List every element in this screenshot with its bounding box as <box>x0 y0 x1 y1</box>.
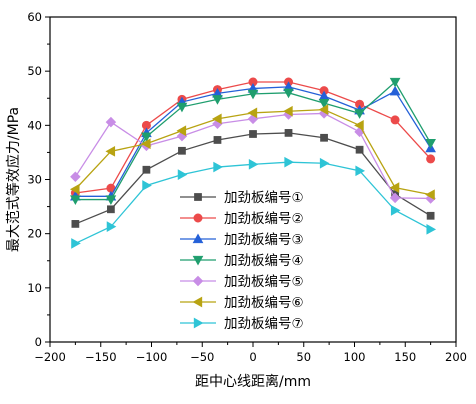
data-point <box>425 189 435 201</box>
data-point <box>212 95 223 105</box>
x-axis-label: 距中心线距离/mm <box>195 373 311 390</box>
legend-label: 加劲板编号② <box>224 211 304 227</box>
data-point <box>248 158 259 170</box>
y-axis-label: 最大范式等效应力/MPa <box>5 107 22 252</box>
x-tick-label: 100 <box>344 350 366 364</box>
legend-marker <box>192 275 204 287</box>
x-tick-label: −200 <box>34 350 66 364</box>
data-point <box>283 88 294 99</box>
data-point <box>355 165 366 177</box>
x-tick-label: −150 <box>85 350 117 364</box>
legend-label: 加劲板编号③ <box>224 232 304 248</box>
data-point <box>284 156 294 168</box>
legend-label: 加劲板编号① <box>224 190 304 206</box>
x-tick-label: 150 <box>394 350 416 364</box>
series-line <box>75 80 432 201</box>
y-tick-label: 10 <box>27 281 42 295</box>
data-point <box>354 109 365 119</box>
data-point <box>320 133 328 142</box>
y-tick-label: 0 <box>35 335 42 349</box>
data-point <box>425 139 436 149</box>
data-point <box>176 125 187 137</box>
data-point <box>249 130 257 138</box>
legend-marker <box>194 193 202 201</box>
legend-marker <box>193 317 204 329</box>
data-point <box>176 102 188 113</box>
data-point <box>355 145 364 154</box>
legend: 加劲板编号① 加劲板编号② 加劲板编号③ 加劲板编号④ 加劲板编号⑤ 加劲板编号⑥ 加劲板编… <box>180 190 304 332</box>
data-point <box>213 136 222 144</box>
data-point <box>106 221 117 232</box>
data-point <box>426 223 437 235</box>
data-point <box>354 119 364 131</box>
data-point <box>426 211 435 220</box>
data-point <box>69 183 80 195</box>
series-3 <box>70 81 436 201</box>
data-point <box>390 115 400 125</box>
data-point <box>390 205 401 216</box>
data-point <box>319 157 330 169</box>
legend-item: 加劲板编号② <box>180 211 304 227</box>
data-point <box>318 98 330 109</box>
data-point <box>70 195 81 205</box>
legend-label: 加劲板编号④ <box>224 253 304 269</box>
data-point <box>213 161 223 173</box>
legend-item: 加劲板编号⑥ <box>180 295 304 311</box>
data-point <box>389 85 401 96</box>
data-point <box>140 138 151 150</box>
legend-label: 加劲板编号⑤ <box>224 274 304 290</box>
x-tick-label: 50 <box>296 350 311 364</box>
series-6 <box>69 104 435 201</box>
data-point <box>389 192 401 204</box>
data-point <box>426 154 436 164</box>
legend-marker <box>192 296 203 308</box>
legend-marker <box>192 255 204 266</box>
data-point <box>142 165 151 174</box>
data-point <box>141 132 152 143</box>
legend-label: 加劲板编号⑥ <box>224 295 304 311</box>
legend-item: 加劲板编号① <box>180 190 304 206</box>
data-point <box>105 116 117 128</box>
data-point <box>105 195 117 205</box>
series-7 <box>71 156 437 249</box>
data-point <box>389 182 400 193</box>
data-point <box>284 129 293 137</box>
data-point <box>70 171 81 183</box>
series-line <box>75 86 432 197</box>
legend-item: 加劲板编号④ <box>180 253 304 269</box>
data-point <box>178 146 186 155</box>
data-point <box>247 107 258 119</box>
plot-area: −200 −150 −100 −50 0 50 100 150 200 0 10 20 30 40 50 60… <box>27 10 467 364</box>
legend-item: 加劲板编号⑦ <box>180 316 304 332</box>
data-point <box>71 238 81 249</box>
legend-marker <box>192 233 204 244</box>
y-tick-label: 50 <box>27 64 42 78</box>
y-tick-label: 30 <box>27 173 42 187</box>
x-tick-label: −50 <box>190 350 214 364</box>
series-1 <box>71 129 435 228</box>
plot-frame <box>49 16 457 343</box>
legend-label: 加劲板编号⑦ <box>224 316 304 332</box>
x-tick-label: −100 <box>136 350 168 364</box>
data-point <box>212 113 222 125</box>
legend-item: 加劲板编号③ <box>180 232 304 248</box>
data-point <box>71 220 80 228</box>
series-4 <box>70 77 436 205</box>
y-tick-label: 60 <box>27 10 42 24</box>
data-point <box>318 104 329 115</box>
data-point <box>105 145 116 157</box>
data-point <box>177 169 188 180</box>
data-point <box>247 89 259 100</box>
y-tick-label: 20 <box>27 227 42 241</box>
data-point <box>389 77 401 88</box>
legend-marker <box>193 213 203 223</box>
y-tick-label: 40 <box>27 118 42 132</box>
data-point <box>283 105 293 117</box>
x-tick-label: 0 <box>249 350 256 364</box>
x-tick-label: 200 <box>445 350 467 364</box>
data-point <box>142 180 152 191</box>
data-point <box>107 205 115 214</box>
legend-item: 加劲板编号⑤ <box>180 274 304 290</box>
